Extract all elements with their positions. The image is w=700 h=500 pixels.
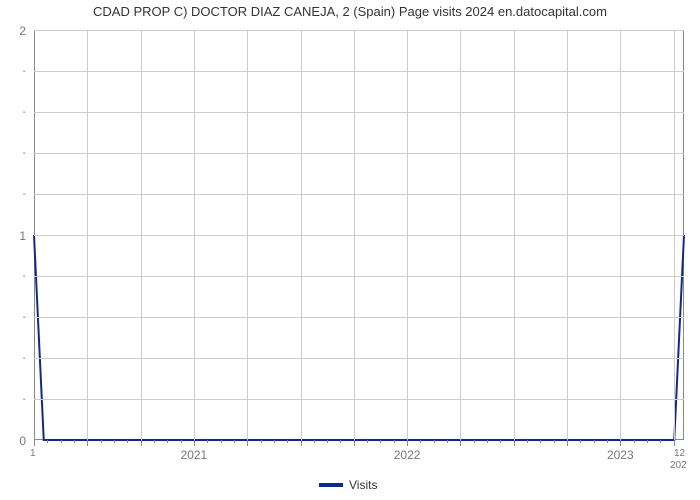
x-minor-tick-mark [127,440,128,443]
x-tick-label: 2021 [164,448,224,462]
grid-line-horizontal [34,317,684,318]
x-minor-tick-mark [500,440,501,443]
chart-title: CDAD PROP C) DOCTOR DIAZ CANEJA, 2 (Spai… [0,4,700,19]
y-tick-label: 0 [0,434,26,448]
y-minor-dash: - [0,148,26,159]
x-corner-left-label: 1 [30,448,36,459]
x-tick-mark [141,440,142,446]
x-minor-tick-mark [314,440,315,443]
x-minor-tick-mark [74,440,75,443]
grid-line-horizontal-major [34,235,684,236]
x-minor-tick-mark [47,440,48,443]
x-minor-tick-mark [327,440,328,443]
x-minor-tick-mark [101,440,102,443]
x-tick-mark [354,440,355,446]
x-minor-tick-mark [181,440,182,443]
x-minor-tick-mark [634,440,635,443]
x-minor-tick-mark [594,440,595,443]
x-tick-mark [460,440,461,446]
y-minor-dash: - [0,189,26,200]
x-minor-tick-mark [660,440,661,443]
legend-label: Visits [349,478,377,492]
x-minor-tick-mark [420,440,421,443]
x-minor-tick-mark [607,440,608,443]
x-minor-tick-mark [167,440,168,443]
grid-line-horizontal [34,112,684,113]
x-tick-mark [194,440,195,446]
y-minor-dash: - [0,271,26,282]
x-minor-tick-mark [394,440,395,443]
x-minor-tick-mark [380,440,381,443]
x-tick-mark [301,440,302,446]
x-minor-tick-mark [274,440,275,443]
y-tick-label: 2 [0,24,26,38]
x-minor-tick-mark [580,440,581,443]
x-minor-tick-mark [61,440,62,443]
grid-line-horizontal [34,194,684,195]
grid-line-horizontal-major [34,30,684,31]
x-tick-mark [620,440,621,446]
x-tick-mark [674,440,675,446]
y-minor-dash: - [0,107,26,118]
x-tick-mark [34,440,35,446]
x-minor-tick-mark [287,440,288,443]
grid-line-horizontal [34,153,684,154]
legend-swatch-icon [319,483,343,487]
x-minor-tick-mark [540,440,541,443]
x-minor-tick-mark [234,440,235,443]
x-minor-tick-mark [221,440,222,443]
y-minor-dash: - [0,312,26,323]
x-tick-mark [514,440,515,446]
x-minor-tick-mark [647,440,648,443]
x-minor-tick-mark [527,440,528,443]
x-tick-mark [407,440,408,446]
y-minor-dash: - [0,66,26,77]
x-minor-tick-mark [474,440,475,443]
series-polyline [34,235,684,440]
chart-plot-area [34,30,684,440]
x-minor-tick-mark [447,440,448,443]
chart-container: CDAD PROP C) DOCTOR DIAZ CANEJA, 2 (Spai… [0,0,700,500]
x-minor-tick-mark [434,440,435,443]
grid-line-horizontal [34,276,684,277]
chart-legend: Visits [319,478,377,492]
x-minor-tick-mark [114,440,115,443]
x-minor-tick-mark [554,440,555,443]
x-minor-tick-mark [487,440,488,443]
x-tick-label: 2022 [377,448,437,462]
grid-line-horizontal [34,71,684,72]
x-minor-tick-mark [367,440,368,443]
grid-line-horizontal [34,358,684,359]
x-tick-mark [87,440,88,446]
x-minor-tick-mark [154,440,155,443]
y-tick-label: 1 [0,229,26,243]
x-corner-right-bottom-label: 202 [670,460,687,471]
x-tick-mark [567,440,568,446]
grid-line-horizontal [34,399,684,400]
x-corner-right-top-label: 12 [674,448,685,459]
y-minor-dash: - [0,394,26,405]
y-minor-dash: - [0,353,26,364]
x-minor-tick-mark [340,440,341,443]
x-tick-label: 2023 [590,448,650,462]
x-tick-mark [247,440,248,446]
x-minor-tick-mark [261,440,262,443]
x-minor-tick-mark [207,440,208,443]
